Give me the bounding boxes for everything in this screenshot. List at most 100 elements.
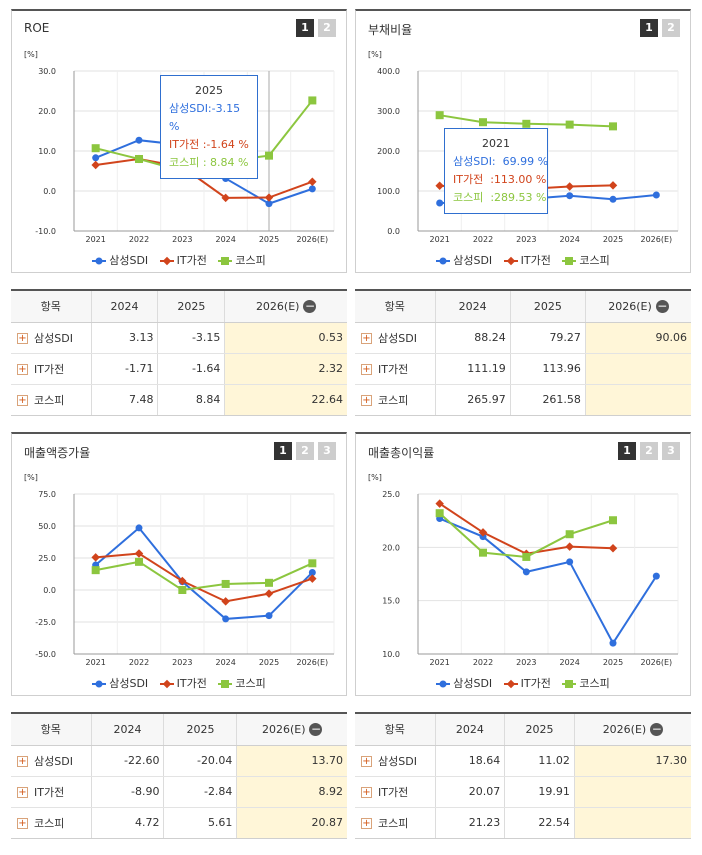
expand-plus-icon[interactable]: + <box>361 364 372 375</box>
row-label[interactable]: + 코스피 <box>17 393 65 407</box>
page-2-button[interactable]: 2 <box>296 442 314 460</box>
data-point-kospi <box>435 509 444 518</box>
page-selector: 1 2 <box>296 19 336 37</box>
tooltip-title: 2025 <box>195 84 223 97</box>
legend-it[interactable]: IT가전 <box>159 252 207 268</box>
legend-samsung[interactable]: 삼성SDI <box>436 252 492 268</box>
y-tick-label: -25.0 <box>35 618 56 627</box>
page-3-button[interactable]: 3 <box>662 442 680 460</box>
y-tick-label: 100.0 <box>377 187 400 196</box>
x-tick-label: 2022 <box>129 235 149 244</box>
table-cell: 0.53 <box>224 322 347 354</box>
row-label[interactable]: + 삼성SDI <box>355 745 435 777</box>
table-cell <box>573 776 691 808</box>
page-1-button[interactable]: 1 <box>618 442 636 460</box>
data-point-it <box>435 181 444 191</box>
table-cell: 3.13 <box>90 322 158 354</box>
column-header-item: 항목 <box>355 714 435 746</box>
table-cell: -2.84 <box>163 776 237 808</box>
page-1-button[interactable]: 1 <box>640 19 658 37</box>
row-label[interactable]: + IT가전 <box>355 353 435 385</box>
legend-samsung[interactable]: 삼성SDI <box>92 252 148 268</box>
collapse-icon[interactable]: − <box>309 722 323 736</box>
page-1-button[interactable]: 1 <box>296 19 314 37</box>
data-point-kospi <box>91 144 100 153</box>
series-line-it <box>95 552 313 603</box>
tooltip-row-samsung: 삼성SDI: 69.99 % <box>453 155 549 168</box>
table-cell: 111.19 <box>434 353 511 385</box>
expand-plus-icon[interactable]: + <box>17 818 28 830</box>
data-point-kospi <box>221 579 230 588</box>
tooltip-title: 2021 <box>482 137 510 150</box>
expand-plus-icon[interactable]: + <box>17 364 28 375</box>
expand-plus-icon[interactable]: + <box>361 333 372 344</box>
row-label[interactable]: + 코스피 <box>361 816 409 830</box>
y-tick-label: -50.0 <box>35 650 56 659</box>
data-point-samsung <box>479 533 487 541</box>
row-label[interactable]: + IT가전 <box>355 776 435 808</box>
row-label[interactable]: + 삼성SDI <box>11 745 91 777</box>
y-axis-unit: [%] <box>368 473 382 482</box>
legend-it[interactable]: IT가전 <box>503 675 551 691</box>
column-header-year: 2025 <box>504 714 575 746</box>
table-cell <box>573 807 691 838</box>
legend-samsung[interactable]: 삼성SDI <box>436 675 492 691</box>
row-label[interactable]: + 코스피 <box>361 393 409 407</box>
legend-kospi[interactable]: 코스피 <box>562 252 610 268</box>
data-point-samsung <box>609 639 617 647</box>
collapse-icon[interactable]: − <box>655 299 669 313</box>
gross-margin-chart-panel: 매출총이익률 1 2 3 [%] 25.0 20.0 15.0 10.0 2021 2022… <box>355 432 691 696</box>
row-label[interactable]: + 삼성SDI <box>355 322 435 354</box>
page-2-button[interactable]: 2 <box>640 442 658 460</box>
table-cell: 90.06 <box>584 322 691 354</box>
expand-plus-icon[interactable]: + <box>17 787 28 798</box>
panel-title: 매출총이익률 <box>368 446 435 460</box>
table-cell: 5.61 <box>163 807 237 838</box>
legend-kospi[interactable]: 코스피 <box>218 252 266 268</box>
data-point-samsung <box>135 136 143 144</box>
page-2-button[interactable]: 2 <box>662 19 680 37</box>
column-header-year: 2024 <box>90 291 158 323</box>
data-point-kospi <box>265 151 273 160</box>
page-3-button[interactable]: 3 <box>318 442 336 460</box>
expand-plus-icon[interactable]: + <box>361 787 372 798</box>
x-tick-label: 2023 <box>172 235 192 244</box>
collapse-icon[interactable]: − <box>650 722 664 736</box>
expand-plus-icon[interactable]: + <box>17 395 28 407</box>
data-point-samsung <box>522 568 530 576</box>
table-cell: 7.48 <box>90 384 158 415</box>
column-header-year: 2025 <box>157 291 225 323</box>
row-label[interactable]: + IT가전 <box>11 353 91 385</box>
row-label[interactable]: + IT가전 <box>11 776 91 808</box>
data-point-kospi <box>479 118 487 127</box>
expand-plus-icon[interactable]: + <box>361 395 372 407</box>
legend-samsung[interactable]: 삼성SDI <box>92 675 148 691</box>
legend-it[interactable]: IT가전 <box>503 252 551 268</box>
legend-it[interactable]: IT가전 <box>159 675 207 691</box>
data-point-samsung <box>308 185 316 193</box>
expand-plus-icon[interactable]: + <box>361 818 372 830</box>
collapse-icon[interactable]: − <box>303 299 317 313</box>
expand-plus-icon[interactable]: + <box>17 333 28 344</box>
data-point-it <box>308 574 317 583</box>
expand-plus-icon[interactable]: + <box>361 756 372 767</box>
legend-kospi[interactable]: 코스피 <box>218 675 266 691</box>
page-2-button[interactable]: 2 <box>318 19 336 37</box>
y-axis-unit: [%] <box>24 50 38 59</box>
row-label[interactable]: + 삼성SDI <box>11 322 91 354</box>
table-cell: 113.96 <box>509 353 586 385</box>
table-row: + 코스피 265.97 261.58 <box>355 384 691 415</box>
column-header-year: 2025 <box>163 714 237 746</box>
legend-kospi[interactable]: 코스피 <box>562 675 610 691</box>
expand-plus-icon[interactable]: + <box>17 756 28 767</box>
row-label[interactable]: + 코스피 <box>17 816 65 830</box>
x-tick-label: 2026(E) <box>641 658 673 667</box>
table-row: + IT가전 -1.71 -1.64 2.32 <box>11 353 347 385</box>
table-cell: 19.91 <box>504 776 575 808</box>
tooltip-row-samsung: 삼성SDI:-3.15 % <box>169 102 241 133</box>
page-1-button[interactable]: 1 <box>274 442 292 460</box>
table-cell: 2.32 <box>224 353 347 385</box>
table-cell: -3.15 <box>157 322 225 354</box>
y-tick-label: 30.0 <box>38 67 56 76</box>
table-cell: 22.64 <box>224 384 347 415</box>
